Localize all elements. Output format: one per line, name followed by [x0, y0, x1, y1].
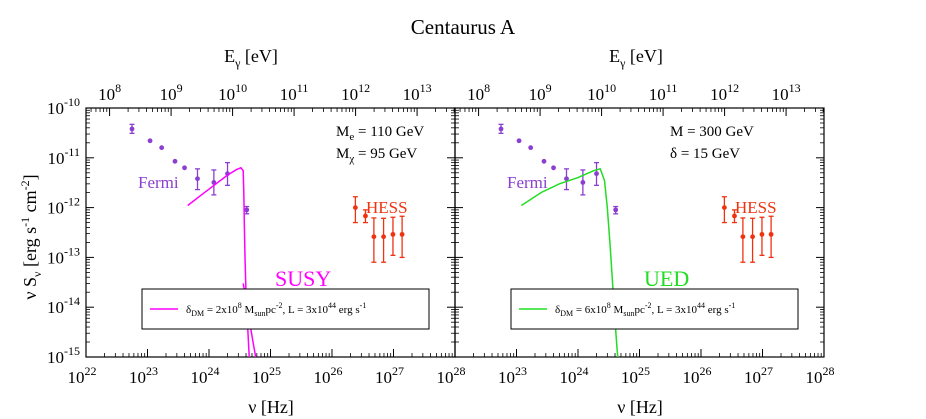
left-panel: 1022 1023 1024 1025 1026 1027 1028 108 109 1010 10… [47, 81, 466, 387]
x-tick-label: 1028 [437, 364, 466, 387]
y-axis-label: ν Sν [erg s-1 cm-2] [18, 174, 44, 299]
hess-data-point [740, 234, 746, 240]
x2-tick-label: 1012 [341, 81, 370, 104]
x-tick-label: 1022 [68, 364, 97, 387]
fermi-data-point [159, 145, 165, 151]
fermi-data-point [129, 126, 135, 132]
top-axis-label-main: E [609, 46, 620, 66]
fermi-data-point [182, 165, 187, 171]
y-axis-label-main: ν S [20, 277, 40, 300]
x-tick-label: 1026 [314, 364, 343, 387]
x-tick-label: 1023 [498, 364, 527, 387]
x2-tick-label: 108 [467, 81, 490, 104]
parameter-annotation: δ = 15 GeV [670, 146, 740, 162]
model-curve [520, 167, 619, 357]
chart-title: Centaurus A [411, 15, 516, 39]
y-axis-label-exp1: -1 [18, 217, 32, 227]
top-axis-label-sub: γ [619, 56, 626, 70]
y-tick-label: 10-12 [47, 195, 80, 218]
x-tick-label: 1025 [621, 364, 650, 387]
legend-box [141, 288, 430, 330]
hess-data-point [732, 213, 737, 219]
y-axis-label-tail: [erg s [20, 227, 40, 272]
x-axis-label-right: ν [Hz] [617, 397, 663, 417]
fermi-data-point [172, 158, 178, 164]
fermi-data-point [594, 171, 599, 177]
x2-tick-label: 1013 [772, 81, 801, 104]
y-axis-label-mid: cm [20, 190, 40, 217]
x-tick-label: 1026 [683, 364, 712, 387]
x2-tick-label: 1011 [280, 81, 309, 104]
legend-entry: δDM = 2x108 Msunpc-2, L = 3x1044 erg s-1 [186, 301, 366, 318]
fermi-data-point [551, 165, 556, 171]
y-tick-label: 10-13 [47, 244, 80, 267]
fermi-data-point [528, 145, 534, 151]
y-axis-label-sub: ν [30, 271, 44, 277]
model-label: UED [644, 266, 689, 291]
fermi-data-point [613, 207, 619, 213]
top-axis-label-tail: [eV] [240, 46, 277, 66]
x-tick-label: 1027 [375, 364, 404, 387]
top-axis-label-tail: [eV] [625, 46, 662, 66]
fermi-data-point [498, 126, 504, 132]
x-tick-label: 1024 [191, 364, 220, 387]
y-tick-label: 10-10 [47, 95, 80, 118]
parameter-annotation: M = 300 GeV [670, 124, 754, 140]
model-curve [187, 166, 250, 357]
hess-data-point [721, 205, 727, 211]
x2-tick-label: 1013 [403, 81, 432, 104]
fermi-data-point [195, 176, 200, 182]
top-axis-label-sub: γ [234, 56, 241, 70]
fermi-data-point [580, 180, 586, 185]
hess-data-point [352, 205, 358, 211]
fermi-data-point [564, 176, 569, 182]
x2-tick-label: 109 [529, 81, 552, 104]
x2-tick-label: 1010 [218, 81, 247, 104]
legend-box [510, 288, 799, 330]
parameter-annotation: Mχ = 95 GeV [336, 146, 417, 165]
x-tick-label: 1027 [744, 364, 773, 387]
top-axis-label-main: E [224, 46, 235, 66]
x2-tick-label: 1010 [587, 81, 616, 104]
hess-data-point [381, 234, 386, 240]
hess-data-point [768, 231, 774, 237]
hess-data-point [390, 231, 396, 237]
x2-tick-label: 1011 [649, 81, 678, 104]
fermi-label: Fermi [507, 173, 548, 192]
y-tick-label: 10-15 [47, 344, 80, 367]
hess-data-point [371, 234, 377, 240]
fermi-label: Fermi [138, 173, 179, 192]
legend-entry: δDM = 6x108 Msunpc-2, L = 3x1044 erg s-1 [555, 301, 735, 318]
parameter-annotation: Me = 110 GeV [336, 124, 424, 143]
hess-data-point [363, 213, 368, 219]
x-tick-label: 1025 [252, 364, 281, 387]
x2-tick-label: 1012 [710, 81, 739, 104]
model-label: SUSY [275, 266, 331, 291]
y-tick-label: 10-14 [47, 294, 80, 317]
hess-label: HESS [735, 198, 777, 217]
x-tick-label: 1023 [129, 364, 158, 387]
hess-label: HESS [366, 198, 408, 217]
x-tick-label: 1028 [806, 364, 835, 387]
hess-data-point [399, 231, 405, 237]
x-axis-label-left: ν [Hz] [248, 397, 294, 417]
x2-tick-label: 109 [160, 81, 183, 104]
y-axis-label-end: ] [20, 174, 40, 180]
fermi-data-point [541, 158, 547, 164]
x2-tick-label: 108 [98, 81, 121, 104]
right-panel: 1023 1024 1025 1026 1027 1028 108 109 1010 1011 10… [454, 81, 835, 387]
y-axis-label-exp2: -2 [18, 180, 32, 190]
fermi-data-point [516, 138, 522, 144]
top-axis-label-left: Eγ [eV] [224, 46, 278, 70]
top-axis-label-right: Eγ [eV] [609, 46, 663, 70]
y-tick-label: 10-11 [47, 145, 80, 168]
hess-data-point [759, 231, 765, 237]
x-tick-label: 1024 [560, 364, 589, 387]
fermi-data-point [244, 207, 250, 213]
hess-data-point [750, 234, 755, 240]
fermi-data-point [147, 138, 153, 144]
